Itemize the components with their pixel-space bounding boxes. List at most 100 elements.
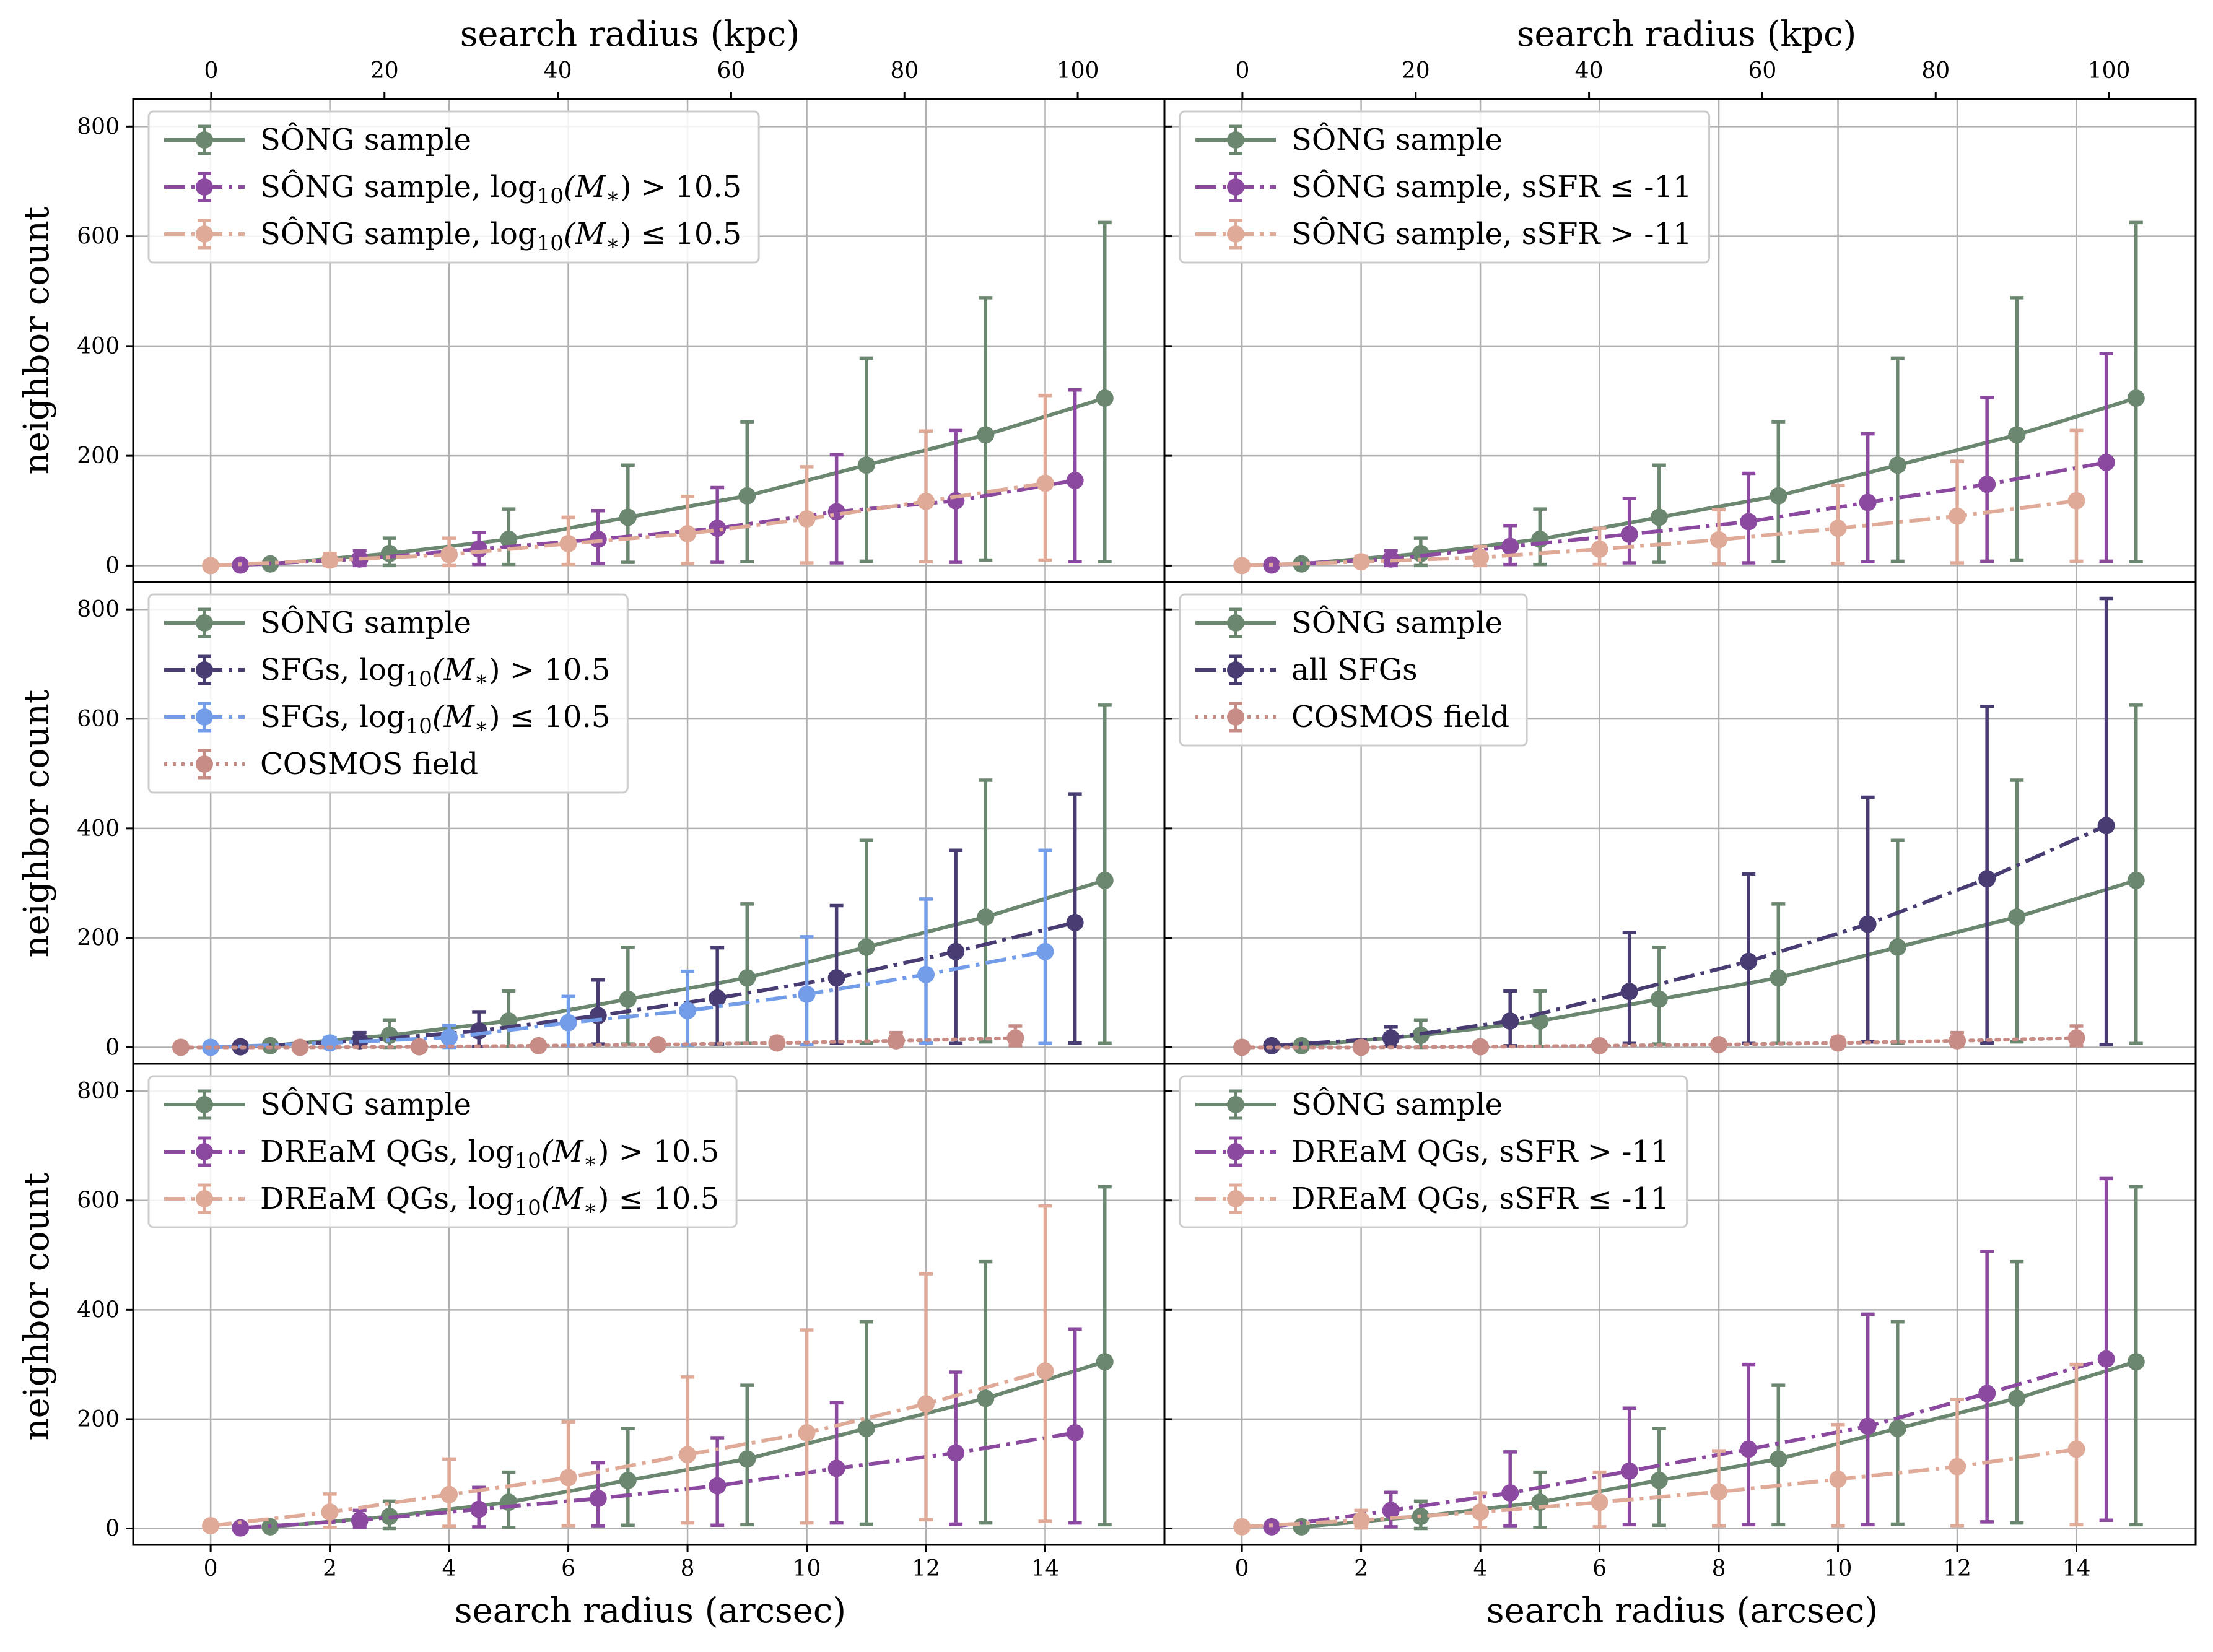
y-tick-label: 200 xyxy=(77,1407,120,1432)
series-bottom-right-1 xyxy=(1263,1176,2115,1536)
series-middle-right-1 xyxy=(1263,596,2115,1054)
data-point xyxy=(1770,969,1787,987)
legend-label: COSMOS field xyxy=(1291,700,1509,734)
series-bottom-left-1 xyxy=(232,1327,1084,1537)
legend-handle-marker xyxy=(1227,1143,1244,1160)
data-point xyxy=(1382,1029,1400,1047)
plot-layer xyxy=(172,220,2145,1537)
data-point xyxy=(559,1014,577,1032)
data-point xyxy=(1531,1012,1549,1030)
legend-text: SÔNG sample, log xyxy=(260,168,537,204)
series-top-left-2 xyxy=(202,393,1054,575)
legend-handle-marker xyxy=(196,614,213,632)
legend-math: (M xyxy=(564,170,607,204)
data-point xyxy=(1859,1417,1877,1435)
legend-label: all SFGs xyxy=(1291,653,1418,687)
data-point xyxy=(1591,540,1608,558)
data-point xyxy=(917,1395,935,1413)
data-point xyxy=(1293,1518,1311,1536)
top-x-tick-label: 40 xyxy=(544,58,572,84)
series-bottom-right-2 xyxy=(1233,1362,2085,1536)
data-point xyxy=(1650,1471,1668,1489)
data-point xyxy=(1352,1511,1370,1529)
data-point xyxy=(1066,472,1084,490)
legend-label: SÔNG sample xyxy=(260,604,471,640)
y-tick-label: 800 xyxy=(77,114,120,139)
data-point xyxy=(470,1022,488,1040)
x-tick-label: 2 xyxy=(323,1556,337,1581)
data-point xyxy=(291,1038,309,1056)
legend-math: (M xyxy=(432,700,476,734)
series-bottom-left-2 xyxy=(202,1204,1054,1535)
data-point xyxy=(857,456,875,474)
data-point xyxy=(2097,453,2115,471)
series-line xyxy=(1272,460,2107,567)
data-point xyxy=(1501,1484,1519,1502)
legend-text: ) > 10.5 xyxy=(620,170,741,204)
legend-handle-marker xyxy=(196,1143,213,1160)
data-point xyxy=(1036,942,1054,960)
data-point xyxy=(321,1503,339,1521)
legend-subscript: 10 xyxy=(515,1149,541,1173)
data-point xyxy=(798,1424,816,1441)
legend-subscript: 10 xyxy=(515,1196,541,1220)
legend-math: (M xyxy=(541,1181,585,1216)
legend-box xyxy=(1179,110,1711,264)
y-tick-label: 200 xyxy=(77,926,120,951)
series-middle-left-3 xyxy=(172,1024,1024,1056)
data-point xyxy=(202,557,220,575)
data-point xyxy=(917,965,935,983)
legend-subscript: ∗ xyxy=(583,1196,598,1220)
legend-label: SÔNG sample, sSFR > -11 xyxy=(1291,215,1692,251)
data-point xyxy=(1978,870,1996,888)
x-tick-label: 4 xyxy=(442,1556,456,1581)
legend-label: SFGs, log10(M∗) ≤ 10.5 xyxy=(260,700,610,739)
x-tick-label: 14 xyxy=(2062,1556,2091,1581)
legend-label: SÔNG sample xyxy=(260,1086,471,1122)
series-line xyxy=(210,1369,1046,1528)
data-point xyxy=(738,487,756,505)
data-point xyxy=(1233,557,1251,575)
data-point xyxy=(2067,1440,2085,1458)
series-top-right-1 xyxy=(1263,352,2115,574)
data-point xyxy=(1949,507,1966,525)
x-tick-label: 2 xyxy=(1354,1556,1368,1581)
data-point xyxy=(1740,952,1758,970)
top-x-tick-label: 0 xyxy=(1235,58,1249,84)
legend-label: SÔNG sample, sSFR ≤ -11 xyxy=(1291,168,1692,204)
data-point xyxy=(1829,520,1847,537)
data-point xyxy=(947,942,965,960)
data-point xyxy=(917,492,935,510)
top-x-tick-label: 60 xyxy=(1748,58,1777,84)
x-tick-label: 0 xyxy=(1235,1556,1249,1581)
series-line xyxy=(1241,1447,2077,1529)
x-tick-label: 12 xyxy=(1943,1556,1971,1581)
data-point xyxy=(559,534,577,552)
data-point xyxy=(1829,1034,1847,1052)
legend-handle-marker xyxy=(1227,131,1244,149)
x-tick-label: 6 xyxy=(1592,1556,1607,1581)
data-point xyxy=(1066,913,1084,931)
legend-text: ) > 10.5 xyxy=(598,1134,719,1169)
legend-label: DREaM QGs, sSFR ≤ -11 xyxy=(1291,1181,1670,1216)
legend-box xyxy=(147,1075,738,1228)
legend-label: DREaM QGs, log10(M∗) ≤ 10.5 xyxy=(260,1181,719,1220)
axes-frame-bottom-right xyxy=(1163,1063,2197,1546)
legend-handle-marker xyxy=(1227,661,1244,679)
data-point xyxy=(470,540,488,558)
legend-handle-marker xyxy=(1227,614,1244,632)
legend-box xyxy=(1179,593,1528,747)
series-middle-right-2 xyxy=(1233,1024,2085,1056)
legend-handle-marker xyxy=(1227,708,1244,726)
series-top-right-2 xyxy=(1233,428,2085,575)
data-point xyxy=(559,1469,577,1487)
legend-subscript: ∗ xyxy=(606,184,620,209)
data-point xyxy=(827,1459,845,1477)
y-tick-label: 400 xyxy=(77,1297,120,1323)
legend-handle-marker xyxy=(196,1190,213,1207)
legend-label: SÔNG sample xyxy=(260,121,471,157)
y-tick-label: 600 xyxy=(77,224,120,250)
